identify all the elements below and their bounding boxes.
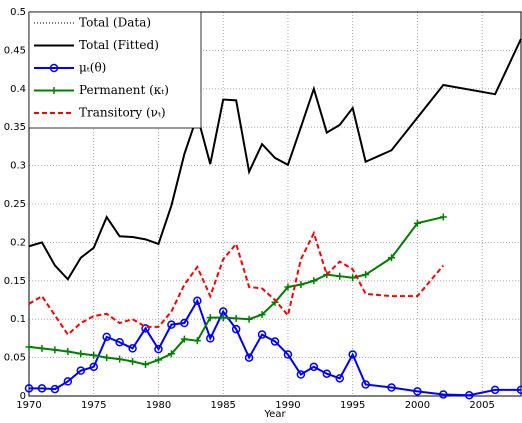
y-tick-label: 0.15 <box>4 276 26 287</box>
marker <box>297 281 305 289</box>
marker <box>154 356 162 364</box>
y-tick-label: 0.05 <box>4 353 26 364</box>
x-tick-label: 1995 <box>340 400 365 411</box>
marker <box>193 296 202 306</box>
marker <box>439 213 447 221</box>
marker <box>24 384 34 393</box>
marker <box>219 314 227 322</box>
marker <box>103 354 111 362</box>
marker <box>128 344 137 353</box>
marker <box>142 361 150 369</box>
marker <box>116 355 124 363</box>
y-tick-label: 0.1 <box>10 314 26 325</box>
marker <box>50 384 60 394</box>
marker <box>38 344 46 352</box>
plot-frame <box>28 11 522 397</box>
marker <box>258 311 266 319</box>
marker <box>439 390 448 399</box>
y-tick-label: 0.5 <box>10 7 26 18</box>
series-line <box>28 230 445 337</box>
marker <box>37 384 47 393</box>
marker <box>50 87 58 94</box>
marker <box>154 344 163 354</box>
y-tick-label: 0.45 <box>4 45 26 56</box>
x-tick-label: 2000 <box>405 400 430 411</box>
marker <box>296 370 306 379</box>
x-tick-label: 1985 <box>210 400 235 411</box>
marker <box>349 274 357 282</box>
marker <box>362 271 370 279</box>
legend-label: Permanent (κₜ) <box>79 83 169 97</box>
marker <box>206 314 214 322</box>
series-line <box>28 38 522 281</box>
marker <box>490 385 500 395</box>
marker <box>141 324 150 333</box>
series-line <box>28 216 444 366</box>
marker <box>464 390 474 400</box>
marker <box>335 374 344 383</box>
marker <box>25 343 33 351</box>
x-tick-label: 1975 <box>81 400 106 411</box>
series-line <box>29 298 521 397</box>
y-tick-label: 0 <box>20 391 26 402</box>
marker <box>90 351 98 359</box>
marker <box>309 362 319 372</box>
x-tick-label: 1980 <box>146 400 171 411</box>
marker <box>387 383 396 392</box>
y-tick-label: 0.2 <box>10 237 26 248</box>
marker <box>413 219 421 227</box>
marker <box>206 334 215 343</box>
marker <box>232 314 240 322</box>
x-axis-label: Year <box>263 409 286 420</box>
marker <box>180 335 188 343</box>
marker <box>51 346 59 354</box>
y-tick-label: 0.3 <box>10 161 26 172</box>
marker <box>102 332 111 342</box>
marker <box>257 330 267 339</box>
marker <box>115 337 124 347</box>
legend-label: Total (Data) <box>79 16 151 30</box>
marker <box>89 362 98 372</box>
marker <box>284 283 292 291</box>
marker <box>167 350 175 358</box>
marker <box>193 337 201 345</box>
legend-label: Transitory (νₜ) <box>79 106 166 120</box>
marker <box>231 324 241 334</box>
marker <box>77 350 85 358</box>
marker <box>180 318 189 328</box>
marker <box>516 385 522 395</box>
marker <box>129 357 137 365</box>
y-tick-label: 0.35 <box>4 122 26 133</box>
y-tick-label: 0.4 <box>10 84 26 95</box>
marker <box>64 347 72 355</box>
marker <box>270 337 280 346</box>
x-tick-label: 1970 <box>16 400 41 411</box>
legend-label: μₜ(θ) <box>79 61 106 75</box>
marker <box>49 63 59 73</box>
marker <box>336 272 344 280</box>
marker <box>310 277 318 285</box>
marker <box>245 315 253 323</box>
x-tick-label: 1990 <box>275 400 300 411</box>
marker <box>283 350 293 359</box>
y-tick-label: 0.25 <box>4 199 26 210</box>
x-tick-label: 2005 <box>469 400 494 411</box>
marker <box>348 350 357 359</box>
marker <box>413 387 422 396</box>
marker <box>322 369 332 378</box>
marker <box>388 254 396 262</box>
marker <box>244 353 254 362</box>
marker <box>167 320 176 329</box>
legend-label: Total (Fitted) <box>79 38 159 52</box>
marker <box>76 366 86 375</box>
marker <box>63 377 73 386</box>
marker <box>361 380 370 389</box>
